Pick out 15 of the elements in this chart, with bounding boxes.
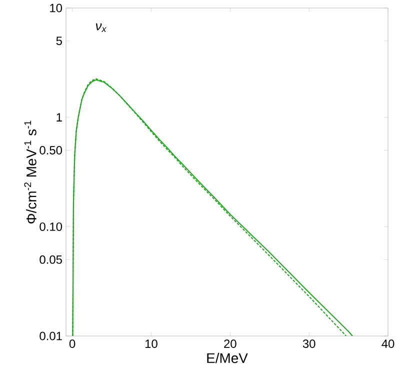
y-tick-label: 5 bbox=[56, 36, 62, 46]
x-tick-label: 10 bbox=[145, 340, 158, 348]
annotation: ν$_{x}$ bbox=[96, 23, 107, 32]
y-tick-label: 0.10 bbox=[40, 222, 62, 231]
x-axis-title: E/MeV bbox=[207, 352, 248, 364]
x-tick-label: 20 bbox=[224, 340, 236, 348]
y-tick-label: 0.05 bbox=[40, 255, 62, 264]
x-tick-label: 40 bbox=[382, 340, 394, 348]
x-tick-label: 30 bbox=[302, 340, 316, 348]
x-tick-label: 0 bbox=[69, 340, 76, 348]
y-tick-label: 10 bbox=[50, 4, 62, 12]
y-tick-label: 1 bbox=[56, 113, 62, 122]
y-tick-label: 0.01 bbox=[40, 332, 62, 340]
y-axis-title: Φ/cm$^{-2}$ MeV$^{-1}$ s$^{-1}$ bbox=[24, 120, 36, 224]
y-tick-label: 0.50 bbox=[40, 146, 62, 154]
